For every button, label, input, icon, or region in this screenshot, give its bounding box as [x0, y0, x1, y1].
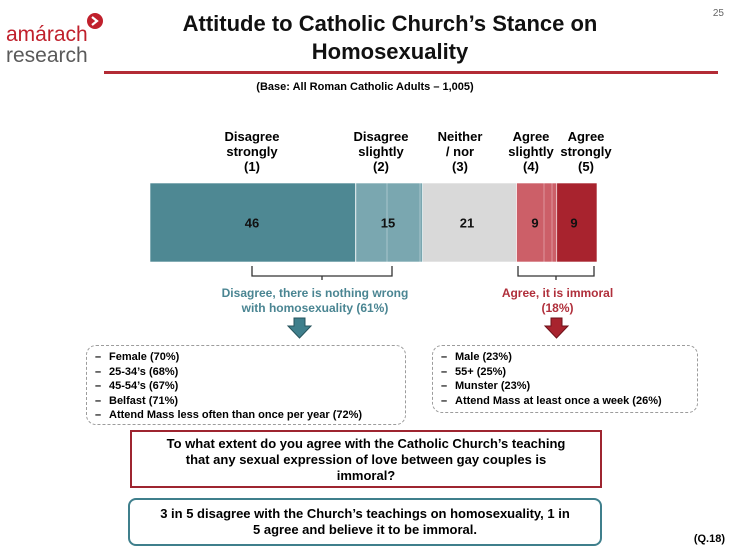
list-item: – Female (70%): [95, 351, 180, 363]
agree-summary: Agree, it is immoral (18%): [470, 286, 645, 316]
agree-profile-box: – Male (23%) –55+ (25%) – Munster (23%) – A…: [432, 345, 698, 413]
down-arrow-red-icon: [543, 317, 570, 339]
company-logo: amárach research: [6, 24, 88, 66]
agree-summary-line-1: Agree, it is immoral: [501, 286, 614, 300]
slide-title: Attitude to Catholic Church’s Stance on …: [182, 11, 598, 64]
down-arrow-teal-icon: [286, 317, 313, 339]
disagree-summary-line-1: Disagree, there is nothing wrong: [221, 286, 409, 300]
list-item: – Attend Mass at least once a week (26%): [441, 394, 662, 407]
agree-bracket: [517, 266, 595, 277]
list-item: – Attend Mass less often than once per ye…: [95, 409, 363, 421]
data-label-disagree-strongly: 46: [245, 216, 259, 231]
bar-neither: [422, 182, 517, 263]
disagree-bracket: [251, 266, 393, 277]
list-item: –25-34’s (68%): [95, 365, 179, 378]
category-label-disagree-slightly: Disagree slightly (2): [353, 129, 409, 174]
logo-line-2: research: [6, 44, 88, 67]
data-label-disagree-slightly: 15: [381, 216, 395, 231]
data-label-agree-strongly: 9: [570, 216, 577, 231]
question-line-3: immoral?: [336, 468, 396, 483]
agree-summary-line-2: (18%): [541, 301, 574, 315]
conclusion-line-2: 5 agree and believe it to be immoral.: [253, 522, 477, 537]
data-label-neither: 21: [460, 216, 474, 231]
question-reference: (Q.18): [693, 533, 725, 545]
list-item: – Belfast (71%): [95, 394, 179, 407]
category-label-agree-strongly: Agree strongly (5): [560, 129, 612, 174]
question-line-2: that any sexual expression of love betwe…: [185, 452, 547, 467]
question-box: To what extent do you agree with the Cat…: [130, 430, 602, 488]
page-number: 25: [712, 8, 724, 19]
list-item: – Male (23%): [441, 351, 512, 363]
disagree-summary-line-2: with homosexuality (61%): [241, 301, 389, 315]
bar-disagree-slightly: [355, 182, 423, 263]
conclusion-box: 3 in 5 disagree with the Church’s teachi…: [128, 498, 602, 546]
title-divider: [104, 71, 718, 74]
logo-mark-icon: [87, 13, 103, 29]
base-note: (Base: All Roman Catholic Adults – 1,005…: [256, 81, 474, 93]
question-line-1: To what extent do you agree with the Cat…: [166, 436, 566, 451]
data-label-agree-slightly: 9: [531, 216, 538, 231]
disagree-profile-box: – Female (70%) –25-34’s (68%) –45-54’s (6…: [86, 345, 406, 425]
category-label-neither: Neither / nor (3): [437, 129, 483, 174]
conclusion-line-1: 3 in 5 disagree with the Church’s teachi…: [160, 506, 570, 521]
bar-agree-strongly: [556, 182, 598, 263]
list-item: –45-54’s (67%): [95, 380, 179, 392]
disagree-summary: Disagree, there is nothing wrong with ho…: [200, 286, 430, 316]
bar-agree-slightly: [516, 182, 558, 263]
list-item: – Munster (23%): [441, 380, 531, 392]
logo-line-1: amárach: [6, 23, 88, 46]
list-item: –55+ (25%): [441, 365, 507, 378]
category-label-disagree-strongly: Disagree strongly (1): [224, 129, 280, 174]
bar-disagree-strongly: [149, 182, 356, 263]
category-label-agree-slightly: Agree slightly (4): [508, 129, 554, 174]
